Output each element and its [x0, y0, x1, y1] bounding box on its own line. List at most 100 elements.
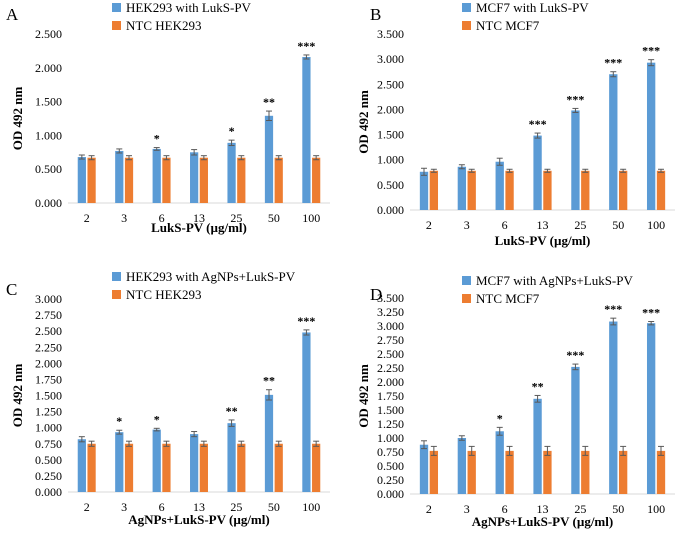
significance-mark: **: [263, 374, 275, 388]
y-tick-label: 2.000: [35, 61, 62, 75]
legend-swatch: [112, 290, 121, 299]
x-axis-title: LukS-PV (µg/ml): [151, 220, 247, 235]
significance-mark: **: [226, 404, 238, 418]
y-tick-label: 3.000: [377, 319, 404, 333]
x-tick-label: 25: [574, 218, 586, 232]
legend-swatch: [462, 21, 471, 30]
legend-swatch: [462, 294, 471, 303]
y-axis-title: OD 492 nm: [10, 364, 25, 428]
y-tick-label: 1.000: [377, 431, 404, 445]
y-tick-label: 1.750: [35, 372, 62, 386]
legend-swatch: [112, 3, 121, 12]
bar-ntc-3: [124, 157, 134, 203]
y-tick-label: 0.250: [35, 469, 62, 483]
bar-ntc-2: [429, 170, 439, 210]
chart-panel-b: B 0.000 0.500 1.000 1.500 2.000 2.500 3.000 3.50…: [356, 0, 675, 248]
y-tick-label: 3.000: [35, 292, 62, 306]
bar-ntc-100: [312, 443, 321, 492]
bar-ntc-25: [237, 443, 246, 492]
bar-treated-25: [227, 423, 236, 492]
y-tick-label: 2.000: [35, 356, 62, 370]
bar-treated-50: [609, 321, 618, 494]
x-axis-title: AgNPs+LukS-PV (µg/ml): [472, 514, 613, 529]
legend-label: NTC HEK293: [126, 18, 201, 33]
y-tick-label: 1.000: [377, 153, 404, 167]
bar-ntc-100: [656, 450, 666, 494]
chart-panel-d: D 0.0000.2500.5000.7501.0001.2501.5001.75…: [356, 273, 675, 529]
x-tick-label: 25: [230, 211, 242, 225]
significance-mark: ***: [566, 92, 584, 106]
significance-mark: **: [263, 95, 275, 109]
y-tick-label: 0.000: [35, 196, 62, 210]
bar-treated-13: [190, 152, 199, 203]
x-tick-label: 3: [464, 218, 470, 232]
x-tick-label: 6: [502, 502, 508, 516]
bar-ntc-3: [467, 170, 476, 210]
legend-label: NTC MCF7: [476, 291, 540, 306]
y-tick-label: 1.000: [35, 421, 62, 435]
bar-ntc-2: [429, 450, 439, 494]
y-tick-label: 0.000: [377, 487, 404, 501]
y-tick-label: 1.500: [377, 403, 404, 417]
bar-ntc-50: [618, 450, 628, 494]
y-tick-label: 2.500: [35, 324, 62, 338]
y-tick-label: 1.750: [377, 389, 404, 403]
legend-swatch: [112, 21, 121, 30]
y-tick-label: 3.000: [377, 52, 404, 66]
y-tick-label: 2.750: [35, 308, 62, 322]
legend-label: NTC MCF7: [476, 18, 540, 33]
bar-treated-3: [457, 438, 467, 494]
y-tick-label: 1.500: [377, 128, 404, 142]
y-tick-label: 1.000: [35, 128, 62, 142]
x-tick-label: 50: [268, 211, 280, 225]
bar-ntc-25: [581, 170, 590, 210]
y-tick-label: 2.750: [377, 333, 404, 347]
significance-mark: ***: [566, 348, 584, 362]
legend-label: HEK293 with AgNPs+LukS-PV: [126, 269, 296, 284]
significance-mark: *: [116, 414, 122, 428]
bar-treated-3: [115, 432, 124, 492]
y-tick-label: 2.250: [377, 361, 404, 375]
bar-treated-2: [419, 171, 429, 210]
x-tick-label: 2: [426, 502, 432, 516]
y-axis-title: OD 492 nm: [356, 90, 371, 154]
x-tick-label: 3: [121, 211, 127, 225]
y-axis-title: OD 492 nm: [10, 87, 25, 151]
bar-ntc-2: [87, 443, 96, 492]
y-tick-label: 0.500: [35, 162, 62, 176]
x-tick-label: 25: [574, 502, 586, 516]
y-tick-label: 2.500: [377, 77, 404, 91]
bar-ntc-50: [274, 443, 283, 492]
bar-treated-13: [533, 135, 542, 210]
x-tick-label: 50: [268, 500, 280, 514]
bar-ntc-50: [618, 170, 628, 210]
panel-letter: C: [6, 280, 17, 299]
bar-ntc-6: [162, 443, 171, 492]
chart-panel-c: C 0.000 0.250 0.500 0.750 1.000 1.250 1.500 1.75…: [6, 269, 330, 527]
bar-ntc-50: [274, 157, 283, 203]
legend-label: MCF7 with AgNPs+LukS-PV: [476, 273, 633, 288]
significance-mark: ***: [604, 302, 622, 316]
bar-ntc-13: [199, 157, 208, 203]
y-tick-label: 0.250: [377, 473, 404, 487]
x-tick-label: 25: [230, 500, 242, 514]
bar-treated-50: [609, 74, 618, 210]
y-tick-label: 1.500: [35, 389, 62, 403]
x-tick-label: 100: [647, 502, 665, 516]
significance-mark: ***: [642, 44, 660, 58]
panel-letter: A: [6, 5, 19, 24]
x-axis-title: LukS-PV (µg/ml): [495, 233, 591, 248]
bar-treated-100: [646, 62, 656, 210]
x-tick-label: 2: [426, 218, 432, 232]
y-tick-label: 2.000: [377, 102, 404, 116]
panel-letter: B: [370, 5, 381, 24]
bar-treated-100: [302, 56, 311, 203]
bar-treated-50: [264, 394, 274, 492]
bar-ntc-6: [505, 170, 514, 210]
x-tick-label: 6: [159, 500, 165, 514]
bar-ntc-100: [312, 157, 321, 203]
x-tick-label: 2: [84, 500, 90, 514]
significance-mark: *: [229, 124, 235, 138]
x-tick-label: 100: [302, 500, 320, 514]
x-axis-title: AgNPs+LukS-PV (µg/ml): [128, 512, 269, 527]
